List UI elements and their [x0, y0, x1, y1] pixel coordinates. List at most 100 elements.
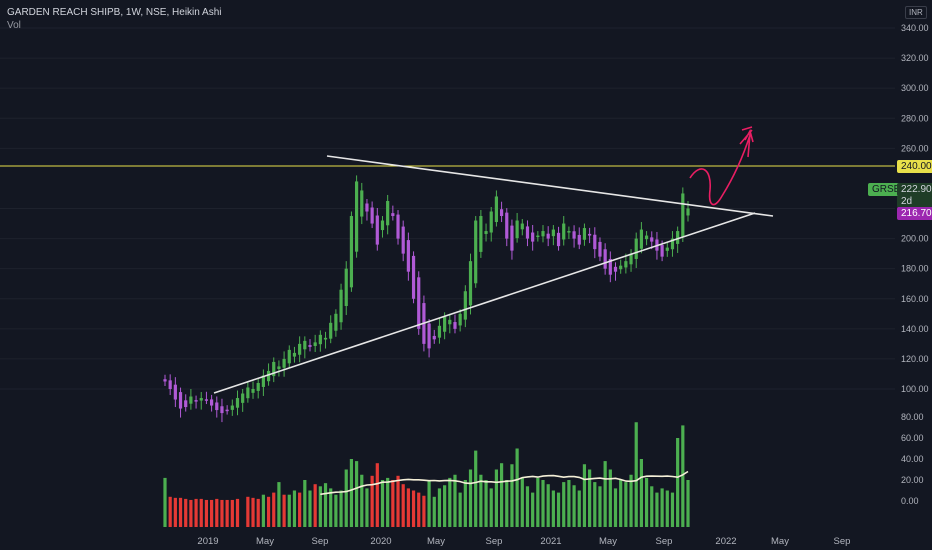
candle-body — [468, 261, 473, 306]
candle-body — [287, 349, 291, 364]
candle-body — [194, 400, 198, 402]
volume-bar-down — [184, 498, 188, 527]
lower-trendline[interactable] — [213, 212, 756, 394]
candle-body — [230, 405, 234, 410]
candle-body — [541, 231, 545, 237]
volume-moving-average-line — [320, 470, 689, 496]
time-tick-label: May — [599, 536, 617, 547]
candle-body — [588, 233, 592, 236]
low-price-tag: 216.70 — [897, 207, 932, 220]
volume-bar-up — [515, 448, 519, 527]
candle-body — [546, 233, 550, 239]
candle-body — [417, 277, 421, 329]
time-tick-label: Sep — [656, 536, 673, 547]
volume-bar-up — [349, 459, 354, 527]
volume-bar-down — [417, 492, 421, 527]
volume-bar-down — [189, 499, 193, 527]
candle-body — [639, 229, 643, 249]
volume-bar-up — [510, 464, 514, 527]
volume-tick-label: 40.00 — [901, 454, 924, 464]
volume-bar-down — [220, 499, 224, 527]
candle-body — [551, 229, 555, 237]
volume-tick-label: 20.00 — [901, 475, 924, 485]
volume-bar-down — [396, 475, 400, 527]
volume-bar-up — [562, 482, 566, 527]
volume-bar-up — [593, 482, 597, 527]
volume-bar-up — [588, 469, 592, 527]
volume-bar-down — [313, 484, 317, 527]
candle-body — [215, 402, 219, 411]
volume-bar-up — [261, 494, 265, 527]
volume-bar-up — [484, 480, 488, 527]
candle-body — [204, 399, 209, 401]
volume-bar-up — [427, 480, 431, 527]
volume-bar-up — [582, 464, 587, 527]
volume-bar-up — [686, 480, 690, 527]
candle-body — [463, 291, 467, 320]
volume-bar-down — [298, 492, 302, 527]
candle-body — [525, 226, 530, 239]
symbol-title[interactable]: GARDEN REACH SHIPB, 1W, NSE, Heikin Ashi — [7, 7, 222, 18]
forecast-arrow-drawing[interactable] — [689, 126, 754, 206]
volume-bar-up — [665, 490, 669, 527]
volume-bar-up — [344, 469, 348, 527]
price-tick-label: 340.00 — [901, 23, 929, 33]
candle-body — [334, 313, 338, 331]
volume-bar-up — [556, 492, 561, 527]
volume-bar-up — [608, 469, 612, 527]
upper-trendline[interactable] — [326, 155, 774, 217]
candle-body — [272, 361, 276, 377]
candle-body — [386, 200, 390, 226]
time-tick-label: May — [256, 536, 274, 547]
volume-bar-up — [365, 488, 369, 527]
candle-body — [437, 325, 442, 338]
volume-bar-up — [458, 492, 462, 527]
candle-body — [510, 225, 514, 251]
time-tick-label: 2021 — [540, 536, 561, 547]
candle-body — [458, 313, 462, 326]
volume-bar-up — [634, 422, 638, 527]
volume-bars-group — [163, 422, 690, 527]
volume-bar-up — [660, 488, 664, 527]
candle-body — [624, 261, 628, 268]
volume-bar-down — [173, 497, 177, 527]
volume-bar-up — [292, 490, 297, 527]
candle-body — [598, 241, 602, 257]
candle-body — [453, 322, 457, 329]
candle-body — [277, 366, 281, 370]
candle-body — [235, 398, 240, 408]
currency-badge[interactable]: INR — [905, 6, 927, 19]
candle-body — [660, 245, 664, 257]
volume-bar-down — [225, 499, 229, 527]
candle-body — [168, 380, 172, 389]
candle-body — [432, 335, 436, 340]
candle-body — [251, 389, 255, 393]
price-tick-label: 320.00 — [901, 53, 929, 63]
volume-bar-down — [215, 498, 219, 527]
candle-body — [308, 345, 312, 347]
candle-body — [411, 255, 416, 299]
time-tick-label: Sep — [834, 536, 851, 547]
volume-bar-up — [489, 488, 493, 527]
candle-body — [582, 228, 587, 240]
time-axis[interactable]: 2019 May Sep 2020 May Sep 2021 May Sep 2022 May Sep — [197, 536, 850, 547]
price-tick-label: 160.00 — [901, 294, 929, 304]
volume-bar-up — [603, 461, 607, 527]
volume-bar-up — [163, 477, 167, 527]
candle-body — [189, 396, 193, 404]
volume-tick-label: 0.00 — [901, 496, 919, 506]
candle-body — [603, 249, 607, 269]
volume-indicator-label[interactable]: Vol — [7, 20, 21, 31]
volume-bar-up — [639, 459, 643, 527]
volume-bar-down — [370, 475, 374, 527]
candle-body — [344, 268, 348, 306]
volume-bar-up — [525, 486, 530, 527]
candle-body — [499, 209, 504, 217]
candle-body — [246, 387, 250, 399]
candle-body — [298, 343, 302, 355]
volume-bar-up — [308, 490, 312, 527]
candle-body — [494, 196, 499, 223]
candle-body — [613, 266, 618, 272]
candle-body — [505, 212, 509, 239]
